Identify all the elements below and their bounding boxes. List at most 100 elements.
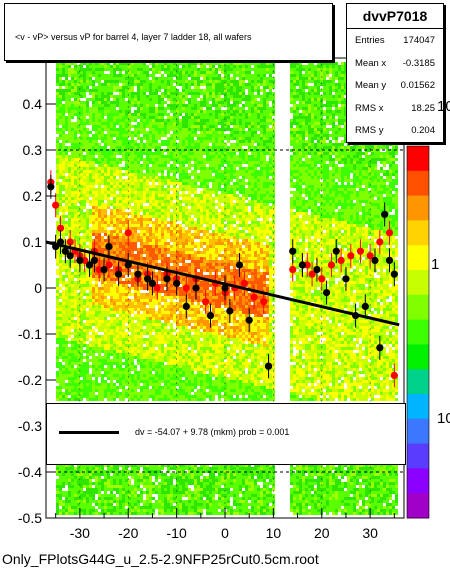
heatmap-cell (143, 299, 146, 302)
heatmap-cell (65, 215, 68, 218)
heatmap-cell (125, 269, 128, 272)
heatmap-cell (113, 227, 116, 230)
heatmap-cell (110, 302, 113, 305)
heatmap-cell (77, 350, 80, 353)
heatmap-cell (71, 191, 74, 194)
heatmap-cell (107, 200, 110, 203)
heatmap-cell (98, 335, 101, 338)
heatmap-cell (95, 332, 98, 335)
heatmap-cell (155, 500, 158, 503)
heatmap-cell (95, 236, 98, 239)
heatmap-cell (92, 353, 95, 356)
heatmap-cell (128, 206, 131, 209)
heatmap-cell (95, 191, 98, 194)
heatmap-cell (113, 251, 116, 254)
heatmap-cell (113, 245, 116, 248)
heatmap-cell (89, 314, 92, 317)
heatmap-cell (77, 179, 80, 182)
heatmap-cell (59, 122, 62, 125)
heatmap-cell (125, 68, 128, 71)
heatmap-cell (167, 320, 170, 323)
heatmap-cell (98, 158, 101, 161)
heatmap-cell (140, 257, 143, 260)
heatmap-cell (65, 368, 68, 371)
heatmap-cell (74, 395, 77, 398)
heatmap-cell (98, 482, 101, 485)
heatmap-cell (149, 341, 152, 344)
heatmap-cell (104, 218, 107, 221)
heatmap-cell (80, 335, 83, 338)
heatmap-cell (89, 359, 92, 362)
heatmap-cell (59, 203, 62, 206)
heatmap-cell (92, 278, 95, 281)
heatmap-cell (119, 86, 122, 89)
heatmap-cell (80, 284, 83, 287)
heatmap-cell (128, 362, 131, 365)
heatmap-cell (98, 245, 101, 248)
heatmap-cell (101, 317, 104, 320)
heatmap-cell (140, 260, 143, 263)
heatmap-cell (119, 299, 122, 302)
heatmap-cell (137, 206, 140, 209)
heatmap-cell (74, 128, 77, 131)
heatmap-cell (71, 365, 74, 368)
heatmap-cell (86, 359, 89, 362)
heatmap-cell (56, 338, 59, 341)
heatmap-cell (107, 230, 110, 233)
heatmap-cell (77, 341, 80, 344)
heatmap-cell (137, 71, 140, 74)
heatmap-cell (116, 215, 119, 218)
heatmap-cell (95, 92, 98, 95)
heatmap-cell (167, 503, 170, 506)
heatmap-cell (116, 110, 119, 113)
heatmap-cell (80, 272, 83, 275)
heatmap-cell (167, 290, 170, 293)
heatmap-cell (101, 329, 104, 332)
heatmap-cell (164, 221, 167, 224)
heatmap-cell (101, 77, 104, 80)
heatmap-cell (59, 398, 62, 401)
heatmap-cell (119, 77, 122, 80)
heatmap-cell (173, 89, 176, 92)
heatmap-cell (134, 215, 137, 218)
heatmap-cell (89, 113, 92, 116)
heatmap-cell (170, 371, 173, 374)
heatmap-cell (155, 374, 158, 377)
heatmap-cell (77, 503, 80, 506)
heatmap-cell (92, 365, 95, 368)
heatmap-cell (116, 371, 119, 374)
heatmap-cell (140, 65, 143, 68)
heatmap-cell (71, 227, 74, 230)
heatmap-cell (119, 161, 122, 164)
heatmap-cell (92, 344, 95, 347)
heatmap-cell (146, 77, 149, 80)
heatmap-cell (167, 98, 170, 101)
heatmap-cell (137, 218, 140, 221)
heatmap-cell (65, 398, 68, 401)
heatmap-cell (80, 467, 83, 470)
heatmap-cell (110, 95, 113, 98)
heatmap-cell (104, 86, 107, 89)
heatmap-cell (104, 146, 107, 149)
heatmap-cell (92, 140, 95, 143)
heatmap-cell (170, 488, 173, 491)
heatmap-cell (80, 176, 83, 179)
heatmap-cell (89, 479, 92, 482)
heatmap-cell (158, 275, 161, 278)
heatmap-cell (161, 170, 164, 173)
heatmap-cell (149, 218, 152, 221)
heatmap-cell (113, 287, 116, 290)
heatmap-cell (119, 119, 122, 122)
heatmap-cell (95, 296, 98, 299)
heatmap-cell (107, 392, 110, 395)
heatmap-cell (149, 353, 152, 356)
heatmap-cell (101, 65, 104, 68)
heatmap-cell (77, 197, 80, 200)
heatmap-cell (98, 173, 101, 176)
heatmap-cell (128, 107, 131, 110)
heatmap-cell (68, 203, 71, 206)
heatmap-cell (149, 134, 152, 137)
heatmap-cell (59, 494, 62, 497)
heatmap-cell (143, 347, 146, 350)
heatmap-cell (110, 332, 113, 335)
